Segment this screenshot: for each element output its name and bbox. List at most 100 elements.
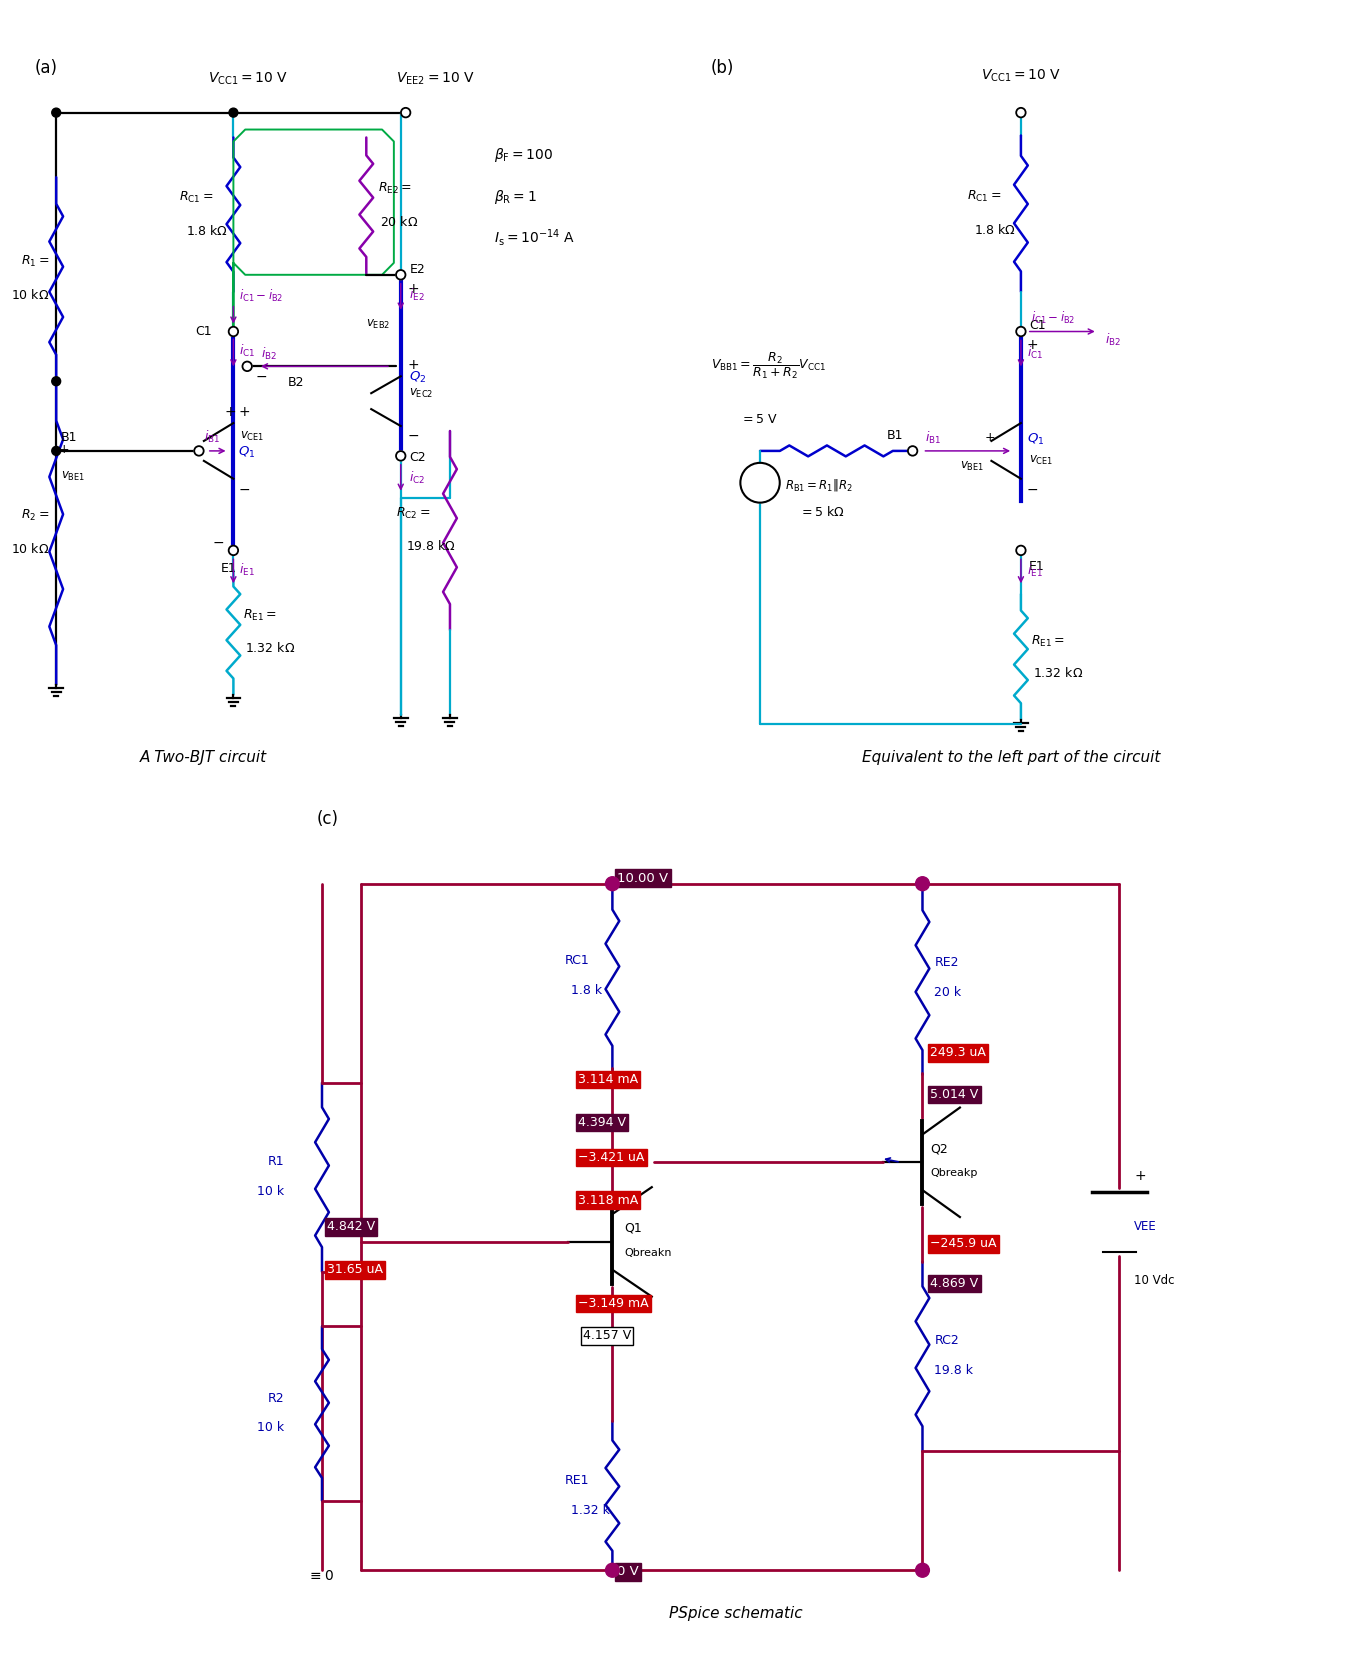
Text: $R_{\mathrm{C1}}=$: $R_{\mathrm{C1}}=$ <box>966 189 1001 203</box>
Text: 10 k: 10 k <box>257 1421 284 1434</box>
Text: $V_{\mathrm{EE2}}=10\ \mathrm{V}$: $V_{\mathrm{EE2}}=10\ \mathrm{V}$ <box>396 71 475 88</box>
Circle shape <box>229 327 238 336</box>
Circle shape <box>51 108 61 117</box>
Text: 10.00 V: 10.00 V <box>618 872 669 885</box>
Text: E2: E2 <box>409 263 425 276</box>
Text: $R_{\mathrm{E1}}=$: $R_{\mathrm{E1}}=$ <box>1031 633 1065 648</box>
Text: $-$: $-$ <box>238 481 250 496</box>
Text: $i_{\mathrm{C1}}-i_{\mathrm{B2}}$: $i_{\mathrm{C1}}-i_{\mathrm{B2}}$ <box>1031 309 1075 326</box>
Text: Qbreakp: Qbreakp <box>930 1168 977 1178</box>
Text: $i_{\mathrm{C1}}$: $i_{\mathrm{C1}}$ <box>240 344 256 359</box>
Text: (b): (b) <box>711 60 734 76</box>
Circle shape <box>229 546 238 556</box>
Text: $i_{\mathrm{C2}}$: $i_{\mathrm{C2}}$ <box>409 470 425 486</box>
Text: C2: C2 <box>409 452 427 463</box>
Text: $+$: $+$ <box>754 468 767 483</box>
Text: 20 k$\Omega$: 20 k$\Omega$ <box>380 215 419 228</box>
Text: $-$: $-$ <box>406 428 419 442</box>
Text: (c): (c) <box>318 810 339 829</box>
Circle shape <box>606 877 619 890</box>
Text: $v_{\mathrm{CE1}}$: $v_{\mathrm{CE1}}$ <box>1028 453 1053 466</box>
Text: $i_{\mathrm{B2}}$: $i_{\mathrm{B2}}$ <box>261 346 277 362</box>
Text: 4.869 V: 4.869 V <box>930 1277 979 1290</box>
Circle shape <box>401 108 411 117</box>
Text: $R_{\mathrm{E2}}=$: $R_{\mathrm{E2}}=$ <box>378 182 412 197</box>
Text: $R_{\mathrm{C2}}=$: $R_{\mathrm{C2}}=$ <box>396 506 431 521</box>
Text: $i_{\mathrm{B1}}$: $i_{\mathrm{B1}}$ <box>926 430 942 447</box>
Text: 19.8 k: 19.8 k <box>934 1365 973 1378</box>
Circle shape <box>396 452 405 461</box>
Text: RC2: RC2 <box>934 1335 960 1348</box>
Circle shape <box>194 447 203 457</box>
Text: $I_{\mathrm{s}} = 10^{-14}$ A: $I_{\mathrm{s}} = 10^{-14}$ A <box>494 227 575 248</box>
Text: RE1: RE1 <box>565 1474 590 1487</box>
Text: 10 k$\Omega$: 10 k$\Omega$ <box>11 288 50 303</box>
Text: 4.842 V: 4.842 V <box>327 1221 376 1234</box>
Text: 1.8 k: 1.8 k <box>571 984 602 997</box>
Circle shape <box>242 362 252 370</box>
Text: $\beta_{\mathrm{F}} = 100$: $\beta_{\mathrm{F}} = 100$ <box>494 147 553 164</box>
Text: 5.014 V: 5.014 V <box>930 1088 979 1102</box>
Text: $=5\ \mathrm{k}\Omega$: $=5\ \mathrm{k}\Omega$ <box>800 504 845 519</box>
Circle shape <box>1016 108 1026 117</box>
Text: $V_{\mathrm{CC1}}=10\ \mathrm{V}$: $V_{\mathrm{CC1}}=10\ \mathrm{V}$ <box>209 71 288 88</box>
Circle shape <box>1016 546 1026 556</box>
Circle shape <box>909 447 918 457</box>
Circle shape <box>396 270 405 280</box>
Text: $-$: $-$ <box>211 534 223 549</box>
Text: 4.157 V: 4.157 V <box>583 1330 631 1343</box>
Text: $R_{\mathrm{C1}}=$: $R_{\mathrm{C1}}=$ <box>179 190 214 205</box>
Text: R2: R2 <box>268 1391 284 1404</box>
Text: 1.8 k$\Omega$: 1.8 k$\Omega$ <box>186 223 227 238</box>
Text: $v_{\mathrm{BE1}}$: $v_{\mathrm{BE1}}$ <box>960 460 984 473</box>
Text: $Q_1$: $Q_1$ <box>1027 432 1044 447</box>
Text: RE2: RE2 <box>934 956 958 969</box>
Text: $v_{\mathrm{CE1}}$: $v_{\mathrm{CE1}}$ <box>241 430 265 443</box>
Text: $i_{\mathrm{E1}}$: $i_{\mathrm{E1}}$ <box>1027 564 1043 579</box>
Text: E1: E1 <box>1028 561 1044 574</box>
Text: $Q_1$: $Q_1$ <box>238 445 256 460</box>
Text: $+$: $+$ <box>1026 339 1038 352</box>
Text: 1.8 k$\Omega$: 1.8 k$\Omega$ <box>973 223 1015 237</box>
Text: $\beta_{\mathrm{R}} = 1$: $\beta_{\mathrm{R}} = 1$ <box>494 189 537 207</box>
Text: Q2: Q2 <box>930 1143 948 1156</box>
Text: $+$: $+$ <box>406 359 419 372</box>
Text: $+$: $+$ <box>1135 1169 1147 1183</box>
Text: $V_{\mathrm{BB1}}=\dfrac{R_2}{R_1+R_2}V_{\mathrm{CC1}}$: $V_{\mathrm{BB1}}=\dfrac{R_2}{R_1+R_2}V_… <box>711 351 826 380</box>
Circle shape <box>51 447 61 455</box>
Text: Equivalent to the left part of the circuit: Equivalent to the left part of the circu… <box>861 751 1160 766</box>
Text: 3.118 mA: 3.118 mA <box>577 1194 638 1207</box>
Text: 1.32 k: 1.32 k <box>571 1503 610 1517</box>
Text: $i_{\mathrm{E2}}$: $i_{\mathrm{E2}}$ <box>409 286 424 303</box>
Circle shape <box>1016 327 1026 336</box>
Text: $v_{\mathrm{EC2}}$: $v_{\mathrm{EC2}}$ <box>409 387 433 400</box>
Text: $i_{\mathrm{B2}}$: $i_{\mathrm{B2}}$ <box>1105 331 1121 347</box>
Circle shape <box>354 1265 369 1279</box>
Text: −3.421 uA: −3.421 uA <box>577 1151 645 1164</box>
Text: PSpice schematic: PSpice schematic <box>669 1606 802 1621</box>
Text: 4.394 V: 4.394 V <box>577 1116 626 1130</box>
Text: Q1: Q1 <box>625 1222 642 1236</box>
Circle shape <box>606 1563 619 1578</box>
Text: 249.3 uA: 249.3 uA <box>930 1047 987 1059</box>
Text: B2: B2 <box>288 375 304 389</box>
Text: 20 k: 20 k <box>934 986 961 999</box>
Text: Qbreakn: Qbreakn <box>625 1247 672 1257</box>
Text: $R_{\mathrm{E1}}=$: $R_{\mathrm{E1}}=$ <box>244 607 277 622</box>
Text: $=5\ \mathrm{V}$: $=5\ \mathrm{V}$ <box>740 414 778 427</box>
Text: 1.32 k$\Omega$: 1.32 k$\Omega$ <box>245 642 295 655</box>
Text: $+$: $+$ <box>984 432 995 443</box>
Text: −245.9 uA: −245.9 uA <box>930 1237 997 1250</box>
Text: $i_{\mathrm{E1}}$: $i_{\mathrm{E1}}$ <box>240 562 254 579</box>
Text: 31.65 uA: 31.65 uA <box>327 1264 382 1277</box>
Text: (a): (a) <box>35 60 58 76</box>
Text: $R_2=$: $R_2=$ <box>22 508 50 523</box>
Circle shape <box>915 877 929 890</box>
Text: 1.32 k$\Omega$: 1.32 k$\Omega$ <box>1032 667 1084 680</box>
Text: $v_{\mathrm{BE1}}$: $v_{\mathrm{BE1}}$ <box>61 470 85 483</box>
Text: 19.8 k$\Omega$: 19.8 k$\Omega$ <box>405 539 455 554</box>
Text: A Two-BJT circuit: A Two-BJT circuit <box>140 751 268 766</box>
Text: $+$: $+$ <box>58 443 70 457</box>
Text: $v_{\mathrm{EB2}}$: $v_{\mathrm{EB2}}$ <box>366 318 390 331</box>
Text: −3.149 mA: −3.149 mA <box>577 1297 649 1310</box>
